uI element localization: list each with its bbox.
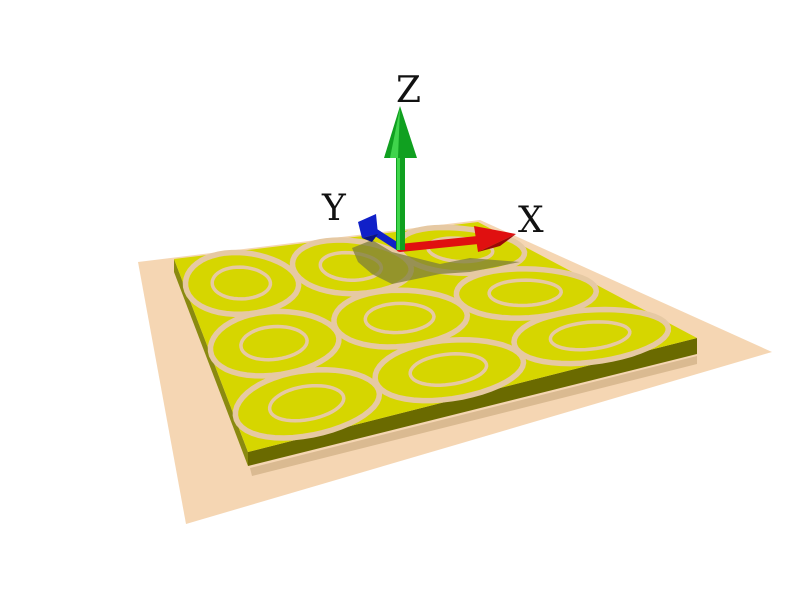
y-axis-label: Y [321, 188, 347, 229]
z-axis-shaft-highlight [397, 156, 400, 250]
x-axis-label: X [518, 200, 544, 241]
z-axis-label: Z [396, 70, 421, 111]
